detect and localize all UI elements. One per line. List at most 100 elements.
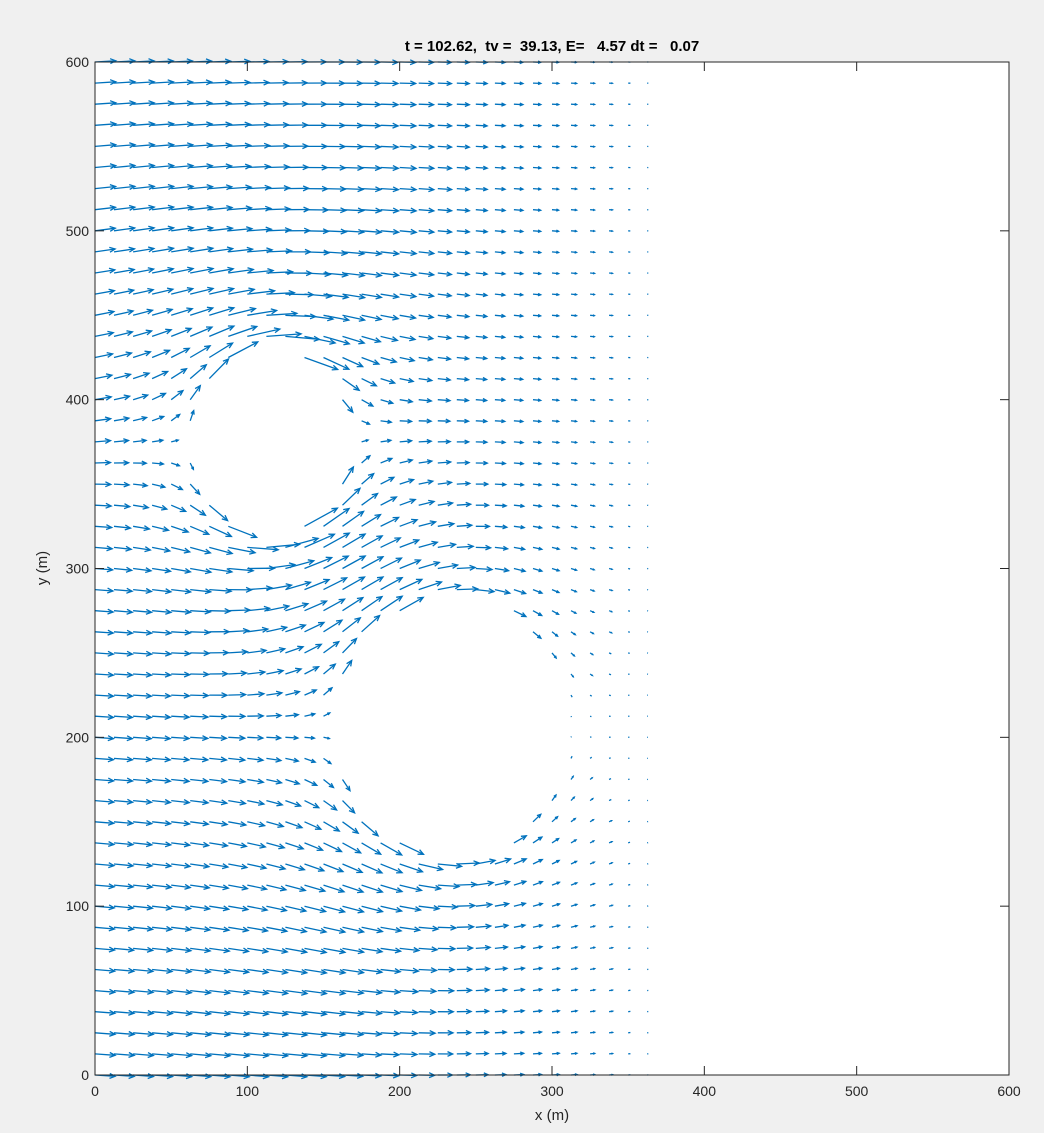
quiver-arrow [152, 650, 173, 657]
quiver-arrow [590, 398, 596, 402]
quiver-arrow [113, 692, 134, 700]
quiver-arrow [380, 595, 404, 612]
quiver-arrow [171, 567, 192, 574]
quiver-arrow [418, 540, 439, 549]
quiver-arrow [380, 250, 401, 257]
quiver-arrow [628, 567, 631, 570]
quiver-arrow [266, 1010, 290, 1017]
quiver-arrow [494, 102, 507, 107]
quiver-arrow [133, 438, 148, 444]
quiver-arrow [399, 80, 418, 87]
quiver-arrow [94, 777, 116, 784]
quiver-arrow [285, 842, 305, 851]
quiver-arrow [228, 100, 252, 107]
quiver-arrow [323, 293, 350, 300]
quiver-arrow [285, 1031, 309, 1038]
quiver-arrow [113, 79, 137, 86]
quiver-arrow [570, 356, 579, 360]
quiver-arrow [590, 82, 597, 85]
quiver-arrow [590, 103, 597, 106]
quiver-arrow [266, 206, 292, 213]
quiver-arrow [113, 183, 137, 190]
quiver-arrow [532, 482, 543, 487]
quiver-arrow [475, 901, 494, 909]
quiver-arrow [609, 251, 615, 254]
quiver-arrow [609, 356, 615, 359]
quiver-arrow [456, 355, 471, 361]
quiver-arrow [94, 416, 113, 423]
quiver-arrow [228, 968, 251, 975]
quiver-arrow [437, 966, 456, 973]
quiver-arrow [133, 629, 154, 636]
quiver-arrow [570, 440, 579, 444]
quiver-arrow [341, 399, 354, 414]
quiver-arrow [171, 968, 193, 975]
quiver-arrow [94, 883, 116, 890]
quiver-arrow [94, 608, 115, 615]
quiver-arrow [209, 863, 230, 870]
quiver-arrow [551, 314, 561, 318]
quiver-arrow [171, 287, 195, 295]
quiver-arrow [94, 309, 116, 316]
quiver-arrow [171, 820, 192, 827]
quiver-arrow [113, 777, 135, 784]
quiver-arrow [133, 777, 153, 784]
quiver-arrow [418, 988, 438, 995]
quiver-arrow [456, 966, 474, 973]
quiver-arrow [628, 926, 631, 928]
quiver-arrow [94, 819, 116, 826]
quiver-arrow [380, 842, 404, 856]
quiver-arrow [190, 841, 211, 848]
quiver-arrow [323, 356, 351, 370]
quiver-arrow [361, 595, 384, 612]
quiver-arrow [570, 81, 579, 85]
quiver-arrow [475, 250, 489, 255]
quiver-arrow [171, 546, 192, 554]
quiver-arrow [94, 545, 114, 552]
quiver-arrow [608, 504, 614, 507]
quiver-arrow [475, 355, 489, 361]
quiver-arrow [475, 229, 489, 234]
quiver-arrow [380, 399, 395, 405]
quiver-arrow [152, 946, 174, 953]
quiver-arrow [342, 271, 366, 278]
quiver-arrow [247, 626, 270, 633]
quiver-arrow [190, 567, 213, 575]
quiver-arrow [323, 947, 347, 955]
quiver-arrow [590, 272, 597, 275]
quiver-arrow [475, 418, 489, 424]
quiver-arrow [494, 987, 509, 993]
quiver-arrow [475, 271, 489, 277]
quiver-arrow [228, 884, 249, 891]
quiver-arrow [380, 314, 400, 321]
quiver-arrow [494, 229, 507, 234]
quiver-arrow [494, 186, 507, 192]
quiver-arrow [608, 652, 612, 655]
quiver-arrow [437, 397, 452, 403]
quiver-arrow [609, 419, 615, 423]
quiver-arrow [190, 246, 215, 253]
quiver-arrow [228, 691, 248, 698]
quiver-arrow [247, 163, 272, 170]
quiver-arrow [171, 862, 192, 869]
quiver-arrow [94, 246, 117, 253]
y-axis-ticks: 0 100 200 300 400 500 600 [66, 54, 1009, 1083]
quiver-arrow [437, 207, 454, 214]
quiver-arrow [437, 271, 453, 277]
quiver-arrow [228, 546, 257, 555]
quiver-arrow [209, 100, 233, 107]
quiver-arrow [170, 367, 188, 380]
quiver-arrow [399, 101, 418, 108]
quiver-arrow [513, 144, 525, 149]
x-axis-ticks: 0 100 200 300 400 500 600 [91, 62, 1021, 1099]
quiver-arrow [494, 250, 507, 255]
quiver-arrow [152, 989, 174, 996]
quiver-arrow [475, 858, 497, 865]
quiver-arrow [494, 1008, 508, 1014]
quiver-arrow [494, 440, 507, 445]
quiver-arrow [608, 610, 614, 613]
quiver-arrow [551, 924, 562, 928]
quiver-arrow [532, 440, 543, 445]
quiver-arrow [266, 947, 289, 955]
quiver-arrow [113, 819, 135, 827]
